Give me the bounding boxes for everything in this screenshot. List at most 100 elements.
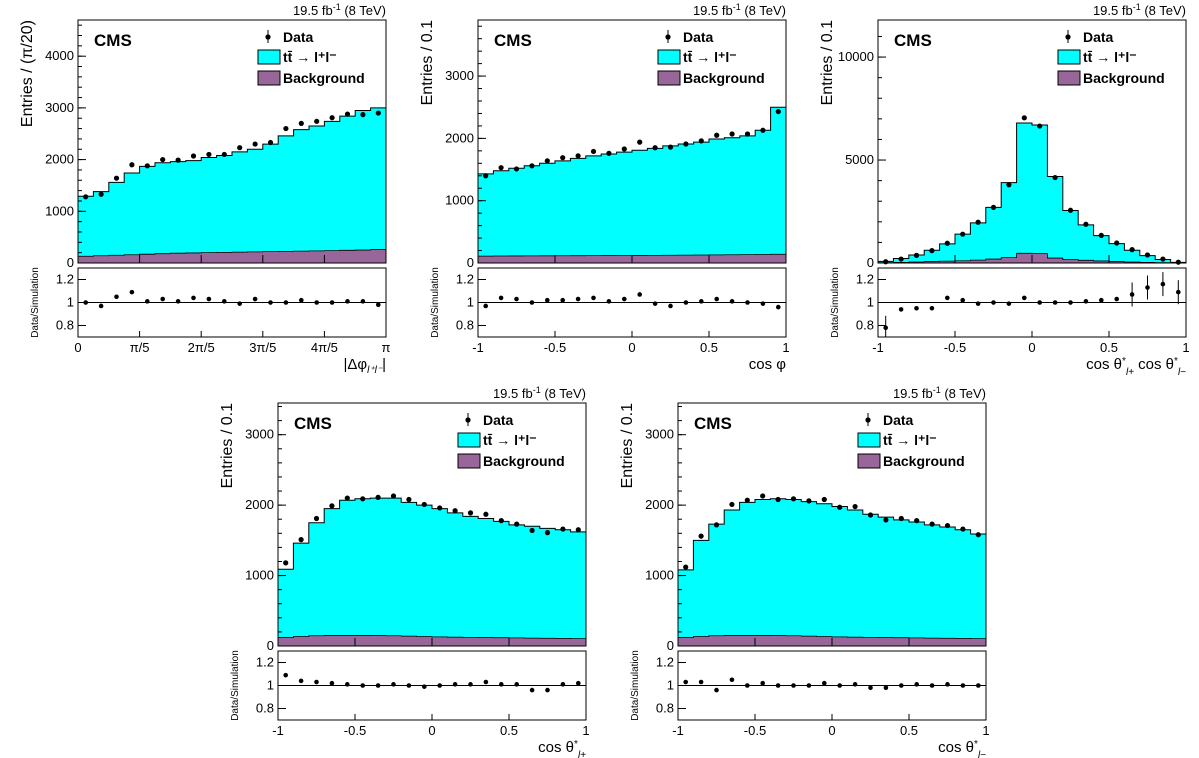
legend-data-marker	[665, 34, 671, 40]
data-point	[298, 120, 304, 127]
x-tick-label: π	[382, 340, 391, 355]
data-point	[575, 527, 581, 533]
data-point	[344, 495, 350, 501]
data-point	[667, 144, 674, 150]
lumi-label: 19.5 fb-1 (8 TeV)	[493, 385, 586, 401]
data-point	[283, 125, 289, 132]
plot-frame	[77, 19, 387, 264]
ratio-point	[822, 680, 827, 686]
lumi-label: 19.5 fb-1 (8 TeV)	[893, 385, 986, 401]
ratio-point	[1068, 300, 1073, 305]
ratio-point	[529, 687, 535, 693]
legend-background-swatch	[657, 70, 681, 86]
ratio-y-tick-label: 1.2	[656, 655, 674, 670]
ratio-point	[529, 300, 535, 305]
data-point	[437, 505, 443, 511]
ratio-point	[714, 296, 719, 302]
ratio-point	[975, 301, 981, 306]
ratio-point	[914, 305, 919, 311]
data-point	[652, 145, 658, 151]
chart-panel-2: 0 1000 2000 3000 Entries / 0.1 19.5 fb-1 (8 T…	[419, 2, 790, 373]
ratio-point	[268, 300, 273, 305]
ratio-point	[883, 325, 888, 331]
ratio-y-tick-label: 1	[267, 678, 274, 693]
signal-histogram	[277, 497, 587, 647]
x-tick-label: 0	[828, 723, 835, 738]
chart-panel-4: 0 1000 2000 3000 Entries / 0.1 19.5 fb-1 (8 T…	[219, 385, 590, 758]
data-point	[683, 141, 689, 147]
data-point	[806, 498, 812, 504]
data-point	[744, 131, 751, 137]
data-point	[698, 138, 704, 144]
x-tick-label: -0.5	[544, 340, 566, 355]
ratio-point	[929, 683, 935, 688]
ratio-point	[360, 299, 366, 304]
data-point	[98, 191, 104, 197]
ratio-point	[1037, 300, 1042, 305]
ratio-y-tick-label: 0.8	[656, 701, 674, 716]
ratio-point	[776, 304, 781, 310]
signal-histogram	[477, 106, 787, 264]
ratio-point	[468, 682, 473, 687]
y-tick-label: 3000	[245, 427, 274, 442]
ratio-point	[791, 683, 796, 688]
legend-data-marker	[265, 34, 271, 40]
ratio-point	[560, 682, 566, 687]
legend-data-label: Data	[883, 412, 914, 428]
x-tick-label: 0.5	[1100, 340, 1118, 355]
y-tick-label: 3000	[45, 100, 74, 115]
y-tick-label: 0	[667, 638, 674, 653]
ratio-point	[483, 303, 489, 309]
ratio-point	[314, 300, 320, 305]
legend-signal-label: tt̄ → l⁺l⁻	[1083, 49, 1137, 65]
cms-label: CMS	[894, 31, 932, 50]
ratio-point	[929, 305, 935, 311]
data-point	[837, 504, 843, 510]
x-tick-label: -1	[672, 723, 684, 738]
signal-histogram	[877, 122, 1187, 264]
ratio-point	[960, 297, 965, 303]
legend-signal-swatch	[657, 49, 681, 65]
data-point	[267, 139, 274, 146]
ratio-point	[898, 307, 904, 312]
ratio-point	[1129, 292, 1135, 297]
x-tick-label: π/5	[130, 340, 150, 355]
legend-data-label: Data	[1083, 29, 1114, 45]
data-point	[252, 141, 258, 147]
legend-signal-swatch	[457, 432, 481, 448]
ratio-point	[545, 687, 550, 693]
ratio-point	[945, 682, 950, 687]
legend-signal-label: tt̄ → l⁺l⁻	[683, 49, 737, 65]
ratio-y-tick-label: 0.8	[56, 318, 74, 333]
data-point	[698, 533, 704, 539]
y-axis-title: Entries / 0.1	[419, 20, 436, 105]
data-point	[1067, 207, 1074, 213]
ratio-y-axis-title: Data/Simulation	[230, 650, 241, 721]
data-point	[390, 493, 397, 499]
data-point	[329, 115, 335, 121]
legend-signal-label: tt̄ → l⁺l⁻	[283, 49, 337, 65]
ratio-point	[483, 679, 489, 685]
x-tick-label: -0.5	[344, 723, 366, 738]
ratio-point	[683, 300, 689, 305]
ratio-point	[775, 683, 781, 688]
x-tick-label: -0.5	[944, 340, 966, 355]
ratio-point	[1052, 300, 1058, 305]
data-point	[175, 157, 181, 163]
x-tick-label: 1	[782, 340, 789, 355]
data-point	[960, 526, 966, 532]
ratio-point	[360, 683, 366, 688]
x-tick-label: 1	[582, 723, 589, 738]
ratio-point	[991, 300, 996, 305]
data-point	[344, 111, 351, 117]
ratio-point	[375, 302, 381, 308]
ratio-point	[560, 297, 565, 303]
ratio-point	[298, 297, 304, 303]
data-point	[283, 560, 289, 566]
ratio-point	[437, 683, 443, 688]
ratio-point	[806, 683, 812, 688]
ratio-point	[329, 300, 335, 305]
ratio-point	[760, 301, 766, 306]
x-tick-label: 0	[628, 340, 635, 355]
